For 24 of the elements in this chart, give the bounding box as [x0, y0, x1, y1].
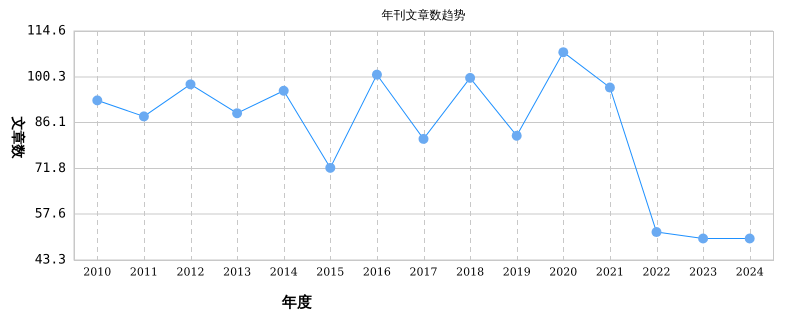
y-tick-label: 100.3: [26, 69, 66, 84]
y-tick-label: 43.3: [34, 252, 66, 268]
x-tick-label: 2018: [456, 265, 484, 278]
x-tick-label: 2011: [130, 265, 158, 278]
x-tick-label: 2016: [362, 265, 391, 278]
x-tick-label: 2023: [689, 265, 718, 278]
y-tick-label: 71.8: [34, 160, 66, 176]
x-tick-label: 2013: [223, 265, 252, 278]
x-tick-label: 2020: [549, 265, 578, 278]
x-tick-label: 2019: [502, 265, 531, 278]
x-tick-label: 2012: [176, 265, 204, 278]
y-tick-label: 57.6: [34, 206, 66, 222]
chart-title: 年刊文章数趋势: [382, 8, 466, 22]
x-tick-label: 2021: [596, 265, 624, 278]
x-tick-label: 2014: [270, 265, 298, 278]
y-axis-title: 文章数: [9, 116, 26, 160]
x-axis-title: 年度: [281, 292, 312, 311]
x-tick-label: 2010: [83, 265, 112, 278]
y-tick-label: 86.1: [34, 114, 66, 130]
y-tick-label: 114.6: [26, 23, 66, 38]
x-tick-label: 2017: [410, 265, 438, 278]
x-tick-label: 2024: [736, 265, 764, 278]
x-tick-label: 2022: [642, 265, 670, 278]
x-tick-label: 2015: [316, 265, 344, 278]
